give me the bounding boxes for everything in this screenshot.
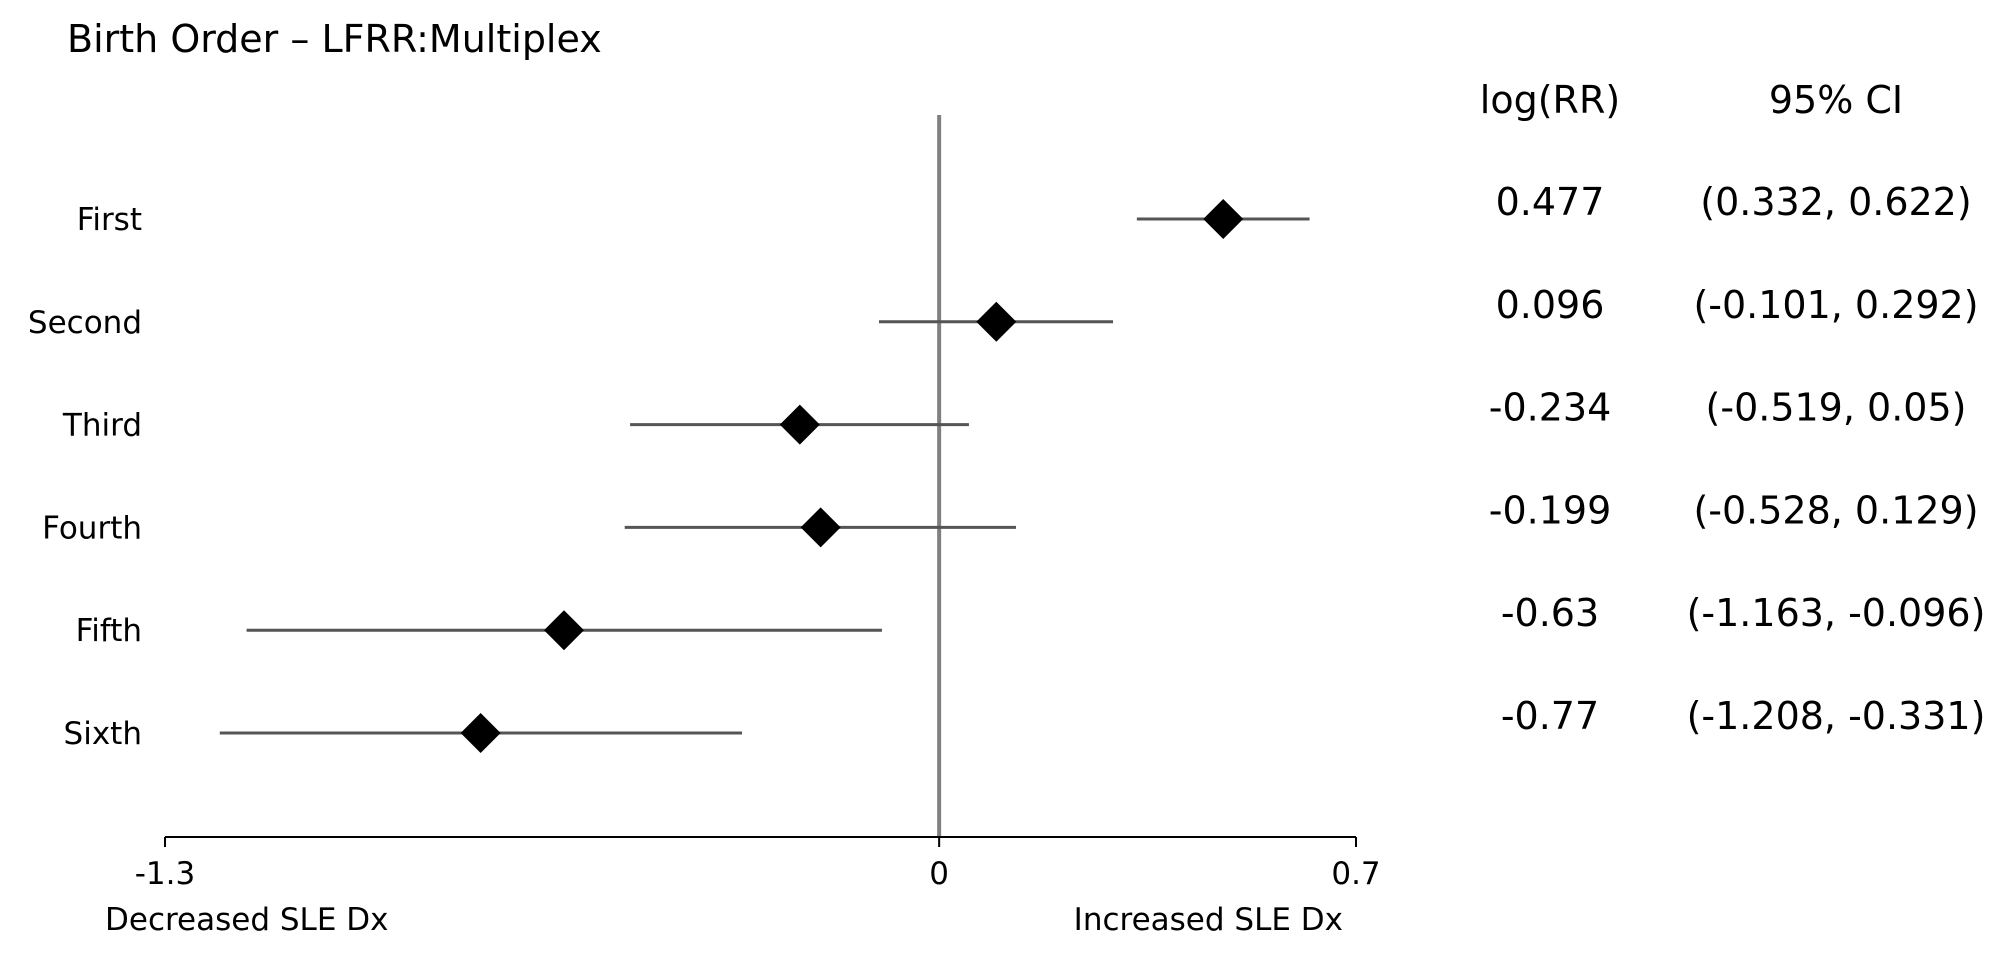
- row-label: Fourth: [42, 510, 142, 546]
- row-label: Third: [62, 408, 142, 444]
- estimate-value: -0.234: [1489, 386, 1612, 430]
- ci-value: (-0.528, 0.129): [1693, 488, 1978, 532]
- row-label: Second: [28, 305, 142, 341]
- ci-value: (0.332, 0.622): [1700, 180, 1971, 224]
- estimate-marker: [976, 301, 1017, 342]
- ci-value: (-0.101, 0.292): [1693, 283, 1978, 327]
- label-layer: First Second Third Fourth Fifth Sixth: [28, 202, 142, 752]
- row-label: First: [77, 202, 142, 238]
- estimate-marker: [460, 713, 501, 753]
- estimate-marker: [779, 404, 820, 445]
- row-label: Sixth: [64, 716, 142, 752]
- marker-layer: [460, 199, 1244, 753]
- x-left-label: Decreased SLE Dx: [105, 902, 388, 938]
- x-tick-label: 0.7: [1331, 856, 1380, 892]
- column-header-ci: 95% CI: [1769, 78, 1903, 122]
- ci-value: (-1.163, -0.096): [1687, 591, 1986, 635]
- estimate-value: 0.096: [1496, 283, 1605, 327]
- chart-title: Birth Order – LFRR:Multiplex: [67, 17, 602, 61]
- estimate-value: 0.477: [1496, 180, 1605, 224]
- ci-value: (-1.208, -0.331): [1687, 694, 1986, 738]
- x-tick-label: 0: [929, 856, 949, 892]
- row-label: Fifth: [76, 613, 142, 649]
- estimate-value: -0.77: [1501, 694, 1599, 738]
- x-right-label: Increased SLE Dx: [1074, 902, 1343, 938]
- estimate-value: -0.63: [1501, 591, 1599, 635]
- x-axis: -1.3 0 0.7: [135, 836, 1381, 892]
- estimate-marker: [543, 610, 584, 651]
- estimate-value: -0.199: [1489, 488, 1612, 532]
- table-layer: 0.477 (0.332, 0.622) 0.096 (-0.101, 0.292) -…: [1489, 180, 1986, 738]
- estimate-marker: [1203, 199, 1244, 239]
- ci-value: (-0.519, 0.05): [1706, 386, 1967, 430]
- estimate-marker: [800, 507, 841, 548]
- ci-layer: [219, 217, 1310, 735]
- x-tick-label: -1.3: [135, 856, 196, 892]
- column-header-estimate: log(RR): [1480, 78, 1620, 122]
